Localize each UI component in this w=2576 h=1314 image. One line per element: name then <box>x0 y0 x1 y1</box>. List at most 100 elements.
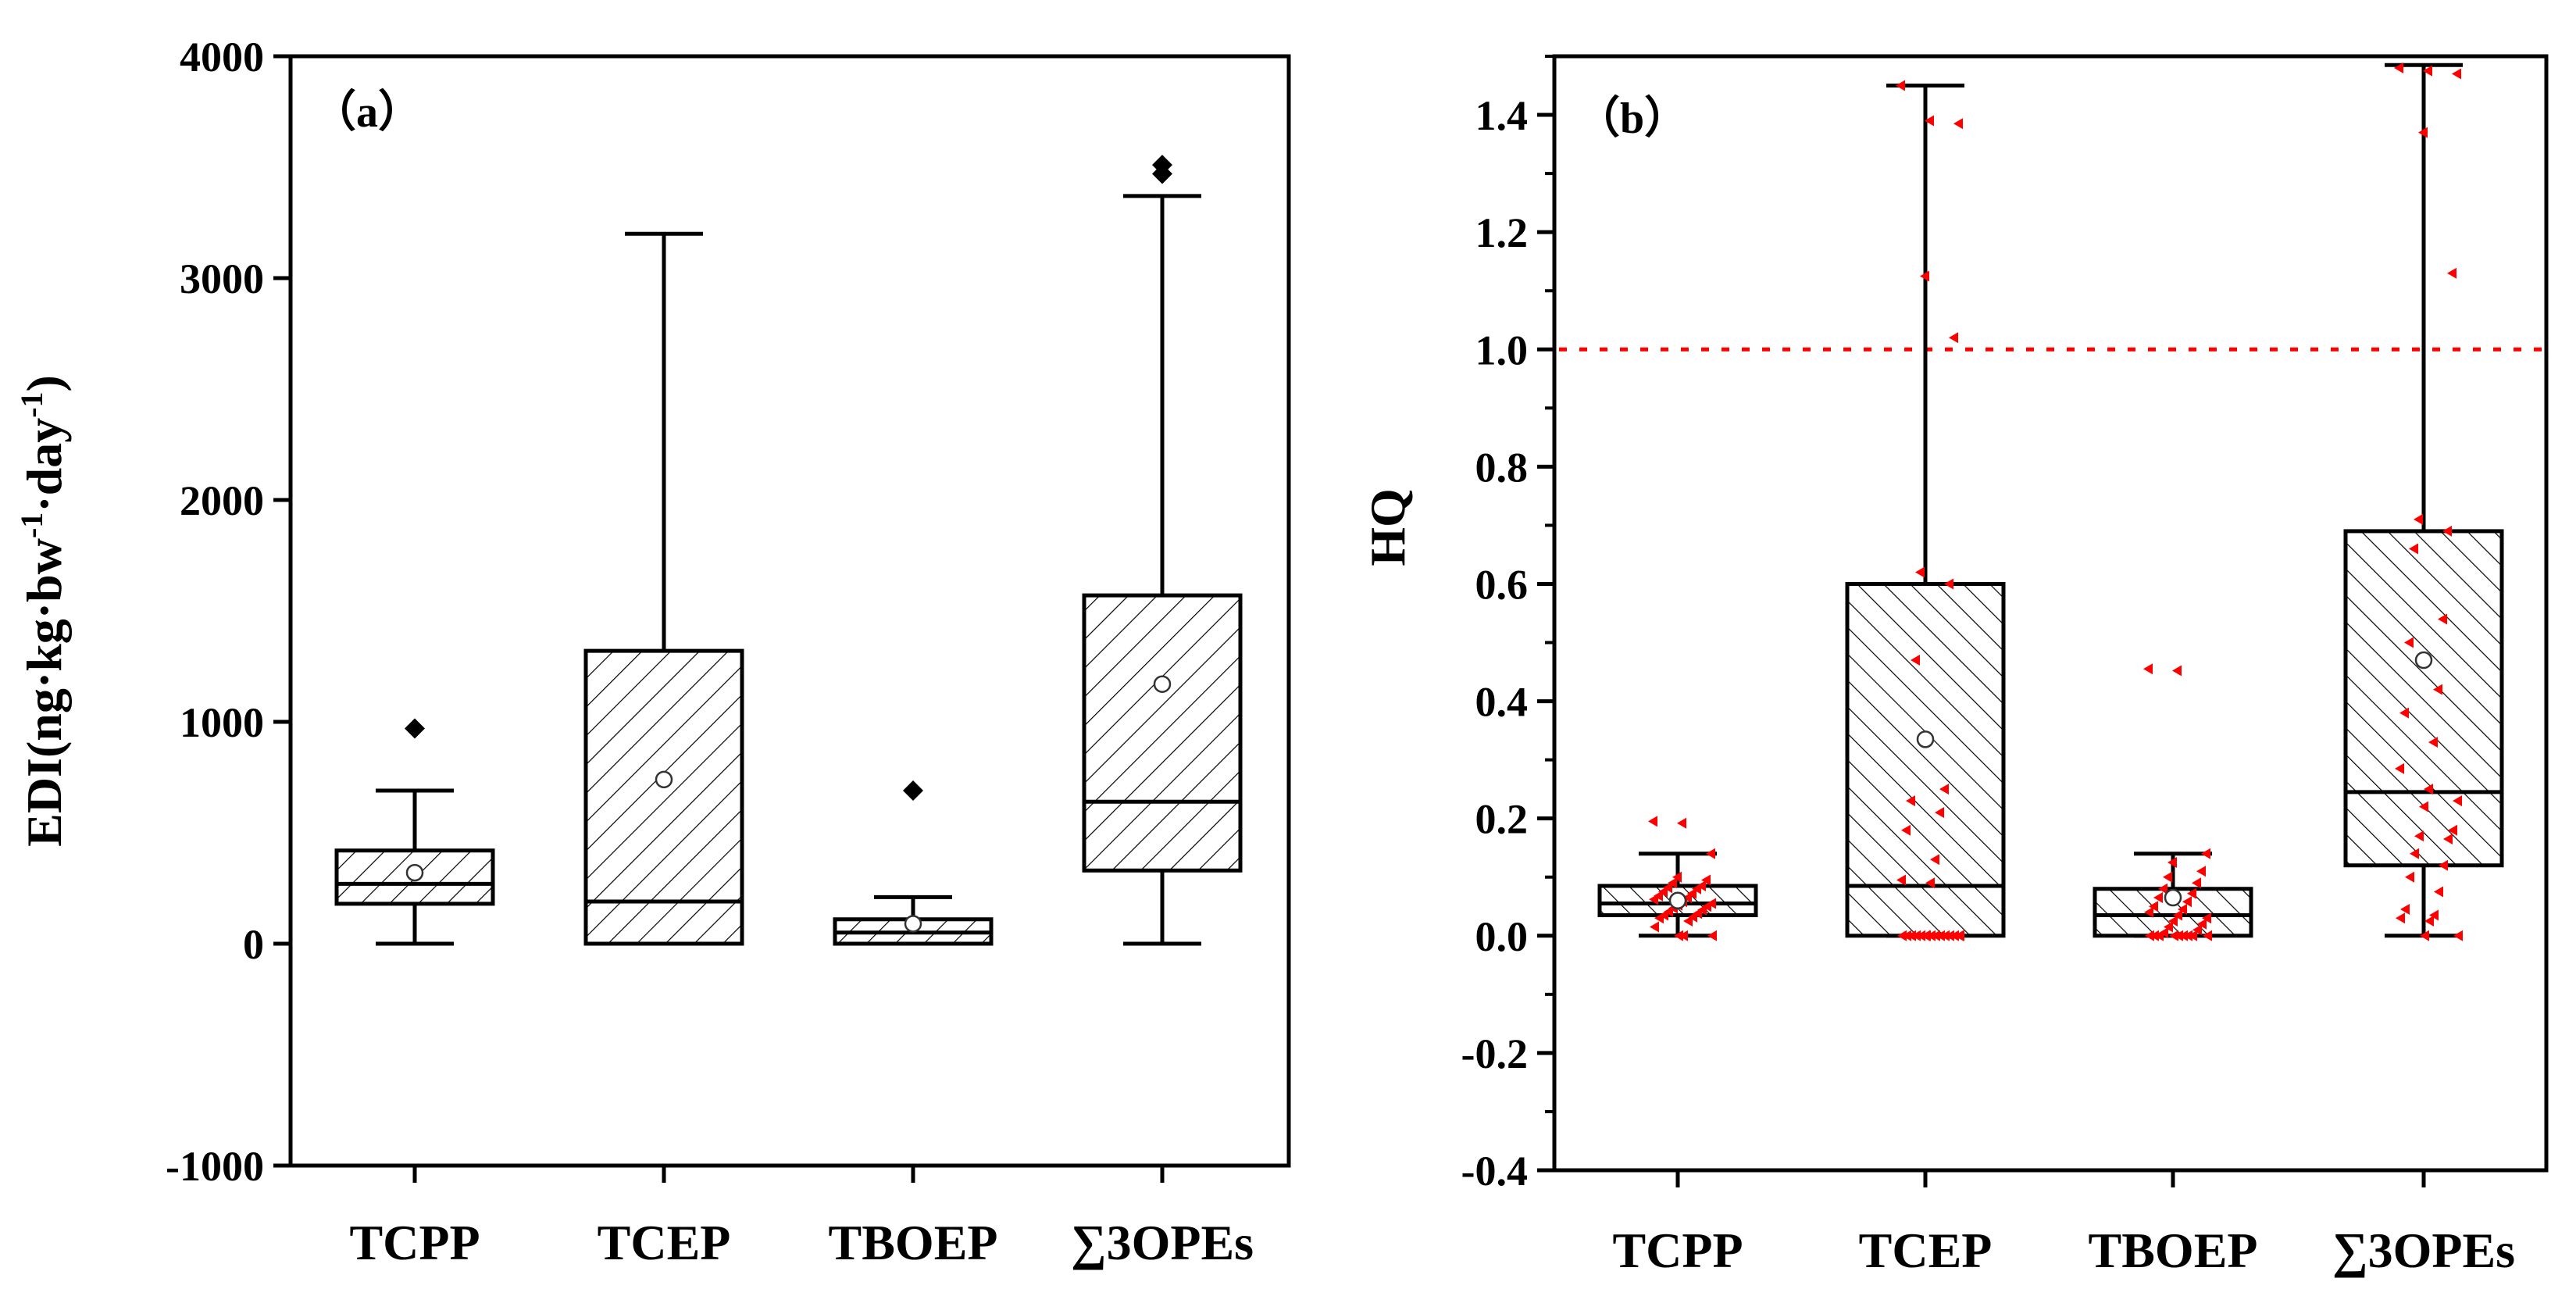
mean-marker <box>2414 651 2433 669</box>
box-tcpp <box>334 718 495 946</box>
outlier-marker <box>1152 155 1172 176</box>
data-point <box>2409 543 2418 555</box>
data-point <box>1897 930 1907 941</box>
y-axis-title-a-sup2: -1 <box>14 391 49 417</box>
mean-marker <box>405 863 424 882</box>
data-point <box>2405 871 2414 883</box>
data-point <box>2143 663 2153 675</box>
y-tick-label: 0.4 <box>1475 679 1529 726</box>
data-point <box>2168 916 2178 927</box>
panel-b: -0.4 -0.2 0.0 0.2 0.4 0.6 0.8 1.0 1.2 1.4 TCPP TCE… <box>1360 54 2549 1278</box>
data-point <box>2169 930 2178 941</box>
mean-marker <box>1153 675 1172 693</box>
data-point <box>1944 578 1953 590</box>
y-tick-label: 4000 <box>180 34 264 80</box>
x-tick-label-3opes: ∑3OPEs <box>1071 1215 1254 1270</box>
x-tick-label-tcep: TCEP <box>1859 1223 1993 1278</box>
data-point <box>2394 62 2403 74</box>
data-point <box>1677 817 1686 829</box>
data-point <box>2201 848 2210 859</box>
data-point <box>2173 909 2182 921</box>
data-point <box>2203 930 2212 941</box>
mean-marker <box>1916 730 1935 748</box>
box-body <box>2343 529 2504 868</box>
data-point <box>1915 566 1925 578</box>
mean-marker <box>1668 891 1687 910</box>
data-point <box>2442 525 2452 537</box>
data-point <box>1706 848 1715 859</box>
box-body <box>583 648 744 946</box>
data-point <box>1649 894 1658 905</box>
y-tick-label: 0.2 <box>1475 796 1529 843</box>
x-tick-label-tcpp: TCPP <box>349 1215 480 1270</box>
data-point <box>1901 824 1911 836</box>
box-body <box>1082 593 1243 873</box>
y-axis-title-a-end: ) <box>16 375 72 391</box>
data-point <box>1654 912 1664 924</box>
x-tick-label-tboep: TBOEP <box>2089 1223 2258 1278</box>
boxes-a <box>334 155 1243 946</box>
data-point <box>1674 930 1683 941</box>
data-point <box>2153 892 2163 904</box>
data-point <box>2443 833 2453 844</box>
panel-label-a: （a） <box>312 87 422 137</box>
y-tick-label: 1.2 <box>1475 209 1529 256</box>
data-point <box>1707 930 1717 941</box>
box-3opes <box>2343 62 2504 941</box>
data-point <box>1949 332 1958 344</box>
y-tick-label: 3000 <box>180 255 264 302</box>
data-point <box>2196 866 2206 877</box>
data-point <box>2192 877 2201 889</box>
y-tick-label: 1000 <box>180 699 264 746</box>
x-axis-a: TCPP TCEP TBOEP ∑3OPEs <box>349 1166 1254 1270</box>
y-axis-title-a: EDI(ng·kg·bw-1·day-1) <box>14 375 72 847</box>
data-point <box>2434 886 2443 898</box>
data-point <box>1953 118 1963 130</box>
panel-a: -1000 0 1000 2000 3000 4000 TCPP TCEP TBOEP ∑3OP… <box>14 34 1291 1270</box>
data-point <box>2418 127 2428 138</box>
data-point <box>2410 848 2419 859</box>
box-body <box>1845 581 2006 938</box>
data-point <box>1906 795 1915 807</box>
data-point <box>2163 871 2172 883</box>
data-point <box>2414 513 2423 525</box>
y-axis-b: -0.4 -0.2 0.0 0.2 0.4 0.6 0.8 1.0 1.2 1.4 <box>1461 55 1554 1194</box>
boxes-b <box>1597 62 2504 941</box>
box-tboep <box>833 780 994 946</box>
y-axis-title-a-sup1: -1 <box>14 512 49 538</box>
data-point <box>2164 921 2173 933</box>
y-axis-title-a-mid: ·day <box>16 418 72 512</box>
mean-marker <box>2164 888 2182 907</box>
box-tcep <box>583 231 744 946</box>
data-point <box>1939 784 1949 795</box>
data-point <box>1930 854 1939 866</box>
data-point <box>2439 859 2448 871</box>
data-point <box>2428 737 2438 748</box>
data-point <box>2400 904 2410 916</box>
x-tick-label-tcep: TCEP <box>598 1215 731 1270</box>
plot-frame-b <box>1552 54 2549 1173</box>
data-point <box>1920 270 1929 282</box>
data-point <box>2192 924 2202 936</box>
data-point <box>2178 904 2187 916</box>
data-point <box>1650 921 1659 933</box>
box-tcpp <box>1597 816 1758 941</box>
data-point <box>2452 68 2461 80</box>
data-point <box>1935 807 1944 819</box>
data-point <box>2202 912 2211 924</box>
y-axis-a: -1000 0 1000 2000 3000 4000 <box>166 34 291 1190</box>
mean-marker <box>655 770 673 789</box>
data-point <box>2404 637 2414 648</box>
data-point <box>2158 883 2167 894</box>
data-point <box>2197 918 2207 930</box>
data-point <box>1672 871 1682 883</box>
y-tick-label: -1000 <box>166 1143 264 1190</box>
data-point <box>1911 655 1920 666</box>
y-tick-label: 0.8 <box>1475 444 1529 491</box>
data-point <box>2182 896 2192 908</box>
data-point <box>2145 930 2154 941</box>
y-axis-title-a-main: EDI(ng·kg·bw <box>16 538 72 847</box>
data-point <box>2424 784 2433 795</box>
y-tick-label: 1.0 <box>1475 327 1529 373</box>
